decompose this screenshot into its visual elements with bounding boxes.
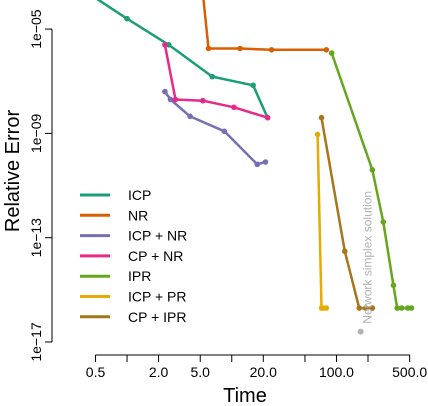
x-tick-label: 0.5 [86,364,106,380]
y-axis-title: Relative Error [2,110,24,233]
data-point [356,305,363,311]
data-point [250,82,256,89]
data-point [380,219,387,225]
data-point [264,114,271,121]
x-tick-label: 500.0 [392,364,427,380]
data-point [341,248,348,255]
annotation-point [357,328,364,335]
y-tick-label: 1e−05 [28,9,44,49]
data-point [237,45,243,52]
data-point [231,104,237,111]
legend-item: ICP + PR [80,289,187,305]
series-line [96,0,269,119]
legend-label: CP + NR [128,248,183,264]
legend-item: NR [80,207,148,223]
annotation-layer: Network simplex solution [357,191,375,335]
series-icp-pr [314,131,330,311]
data-point [187,113,193,120]
legend-item: CP + IPR [80,309,187,325]
series-line [316,134,327,310]
data-point [124,15,130,22]
data-point [221,128,228,135]
legend-label: ICP + NR [128,228,187,244]
series-nr [202,0,330,53]
legend-label: NR [128,207,148,223]
legend-item: ICP + NR [80,228,187,244]
axes: 0.5 2.0 5.0 20.0 100.0 500.0 1e−05 1e−09 1e−13 1e… [28,9,427,380]
y-tick-label: 1e−17 [28,322,44,362]
data-point [328,50,335,56]
data-point [205,45,212,52]
x-tick-label: 5.0 [191,364,211,380]
series-icp-nr [162,88,269,168]
x-tick-label: 20.0 [250,364,277,380]
legend-label: IPR [128,268,151,284]
data-point [398,305,405,311]
data-point [254,161,261,168]
series-cp-ipr [318,114,376,311]
data-point [262,159,269,165]
x-tick-label: 100.0 [319,364,354,380]
series-ipr [328,50,415,311]
x-axis-title: Time [223,385,267,406]
data-point [369,167,376,173]
x-tick-label: 2.0 [149,364,169,380]
data-point [314,131,321,138]
data-point [369,305,376,311]
data-point [167,96,174,103]
data-point [162,41,168,48]
data-point [390,282,397,289]
data-point [162,88,168,95]
legend-item: ICP [80,187,151,203]
legend-item: CP + NR [80,248,183,264]
legend-label: ICP [128,187,151,203]
data-point [172,96,179,103]
legend-label: CP + IPR [128,309,187,325]
series-cp-nr [162,41,271,121]
legend-label: ICP + PR [128,289,187,305]
y-tick-label: 1e−09 [28,114,44,154]
data-point [318,114,325,121]
data-point [394,305,400,311]
series-layer [96,0,415,311]
legend-item: IPR [80,268,151,284]
y-tick-label: 1e−13 [28,218,44,258]
series-line [202,0,327,52]
data-point [362,305,369,311]
legend: ICP NR ICP + NR CP + NR IPR ICP + PR CP + IPR [80,187,187,325]
data-point [323,47,330,53]
data-point [323,305,330,311]
data-point [200,97,206,104]
data-point [209,73,215,80]
data-point [408,305,415,311]
data-point [268,47,275,53]
annotation-label: Network simplex solution [361,191,375,324]
